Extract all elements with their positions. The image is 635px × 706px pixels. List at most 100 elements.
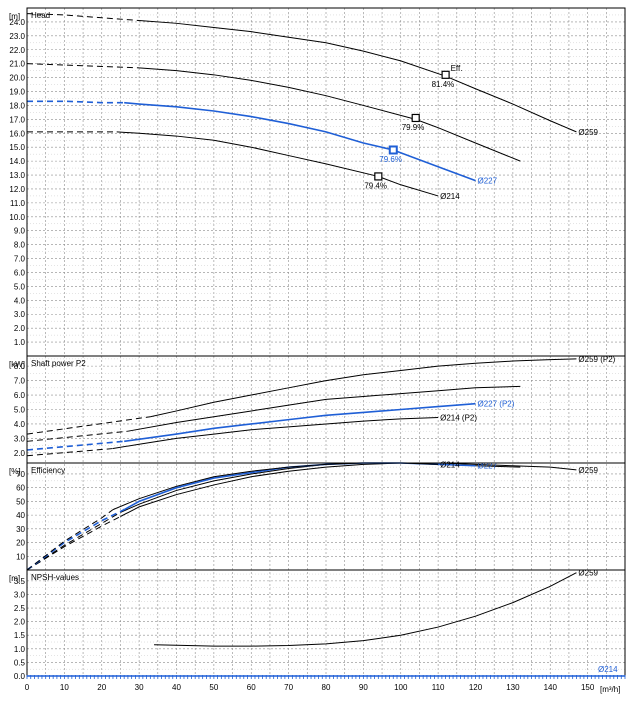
- curve-label: Ø227: [478, 462, 498, 471]
- y-tick-label: 2.0: [14, 324, 26, 333]
- efficiency-marker: [441, 70, 450, 79]
- curve-label: Ø259 (P2): [578, 355, 615, 364]
- efficiency-marker: [411, 113, 420, 123]
- x-tick-label: 50: [209, 683, 218, 692]
- panel-title: Efficiency: [31, 466, 65, 475]
- y-tick-label: 5.0: [14, 282, 26, 291]
- y-tick-label: 0.5: [14, 658, 26, 667]
- y-unit-label: [kW]: [9, 360, 25, 369]
- y-tick-label: 7.0: [14, 255, 26, 264]
- curve-line: [154, 572, 577, 647]
- x-tick-label: 100: [394, 683, 408, 692]
- curve-line: [116, 131, 439, 197]
- y-tick-label: 6.0: [14, 268, 26, 277]
- x-tick-label: 120: [469, 683, 483, 692]
- y-tick-label: 20: [16, 539, 25, 548]
- curve-label: Ø214: [440, 460, 460, 469]
- x-unit-label: [m³/h]: [600, 685, 620, 694]
- x-tick-label: 80: [322, 683, 331, 692]
- curve-label: Ø259: [578, 569, 598, 578]
- panel-title: NPSH-values: [31, 573, 79, 582]
- curve-dashed-segment: [27, 100, 125, 104]
- y-tick-label: 2.0: [14, 449, 26, 458]
- y-tick-label: 12.0: [9, 185, 25, 194]
- curve-line: [124, 402, 476, 443]
- y-tick-label: 8.0: [14, 241, 26, 250]
- y-tick-label: 0.0: [14, 672, 26, 681]
- y-tick-label: 21.0: [9, 60, 25, 69]
- curve-dashed-segment: [26, 511, 121, 571]
- y-tick-label: 4.0: [14, 420, 26, 429]
- y-tick-label: 1.5: [14, 631, 26, 640]
- y-tick-label: 4.0: [14, 296, 26, 305]
- curve-dashed-segment: [26, 63, 140, 69]
- y-tick-label: 1.0: [14, 338, 26, 347]
- y-tick-label: 17.0: [9, 115, 25, 124]
- y-tick-label: 6.0: [14, 391, 26, 400]
- efficiency-label: 81.4%: [432, 80, 455, 89]
- curve-label: Ø259: [578, 128, 598, 137]
- x-tick-label: 0: [25, 683, 30, 692]
- y-tick-label: 15.0: [9, 143, 25, 152]
- efficiency-label: 79.4%: [364, 181, 387, 190]
- curve-dashed-segment: [26, 440, 125, 451]
- curve-dashed-segment: [26, 509, 114, 571]
- y-tick-label: 3.5: [14, 577, 26, 586]
- curve-line: [139, 20, 577, 133]
- curve-label: Ø227 (P2): [478, 400, 515, 409]
- curve-line: [124, 101, 476, 182]
- y-tick-label: 11.0: [10, 199, 26, 208]
- y-unit-label: [m]: [9, 12, 20, 21]
- y-tick-label: 60: [16, 484, 25, 493]
- y-tick-label: 1.0: [14, 645, 26, 654]
- y-tick-label: 18.0: [9, 101, 25, 110]
- panel-title: Head: [31, 11, 50, 20]
- y-tick-label: 2.0: [14, 618, 26, 627]
- x-tick-label: 30: [135, 683, 144, 692]
- y-tick-label: 70: [16, 470, 25, 479]
- footer-label: Ø214: [598, 665, 618, 674]
- curve-label: Ø214: [440, 192, 460, 201]
- x-tick-label: 70: [284, 683, 293, 692]
- y-tick-label: 40: [16, 511, 25, 520]
- y-tick-label: 3.0: [14, 590, 26, 599]
- y-tick-label: 10: [16, 552, 25, 561]
- x-tick-label: 140: [544, 683, 558, 692]
- efficiency-label: 79.6%: [379, 155, 402, 164]
- curve-label: Ø214 (P2): [440, 413, 477, 422]
- y-tick-label: 30: [16, 525, 25, 534]
- y-tick-label: 3.0: [14, 310, 26, 319]
- curve-dashed-segment: [26, 13, 140, 22]
- y-unit-label: [%]: [9, 467, 21, 476]
- curve-label: Ø227: [478, 177, 498, 186]
- y-tick-label: 20.0: [9, 74, 25, 83]
- y-tick-label: 16.0: [9, 129, 25, 138]
- curve-label: Ø259: [578, 466, 598, 475]
- y-unit-label: [m]: [9, 574, 20, 583]
- curve-dashed-segment: [26, 430, 128, 442]
- x-tick-label: 150: [581, 683, 595, 692]
- y-tick-label: 19.0: [9, 88, 25, 97]
- efficiency-marker: [388, 145, 398, 155]
- y-tick-label: 3.0: [14, 434, 26, 443]
- efficiency-label: 79.9%: [402, 123, 425, 132]
- eff-label: Eff.: [451, 64, 463, 73]
- x-tick-label: 110: [432, 683, 445, 692]
- y-tick-label: 23.0: [9, 32, 25, 41]
- x-tick-label: 40: [172, 683, 181, 692]
- curve-line: [120, 462, 577, 517]
- x-tick-label: 20: [97, 683, 106, 692]
- y-tick-label: 5.0: [14, 406, 26, 415]
- x-tick-label: 60: [247, 683, 256, 692]
- y-tick-label: 8.0: [14, 362, 26, 371]
- y-tick-label: 7.0: [14, 377, 26, 386]
- curve-dashed-segment: [26, 508, 125, 571]
- x-tick-label: 130: [506, 683, 520, 692]
- y-tick-label: 14.0: [9, 157, 25, 166]
- curve-line: [127, 385, 521, 432]
- x-tick-label: 10: [60, 683, 69, 692]
- x-tick-label: 90: [359, 683, 368, 692]
- y-tick-label: 13.0: [9, 171, 25, 180]
- y-tick-label: 50: [16, 497, 25, 506]
